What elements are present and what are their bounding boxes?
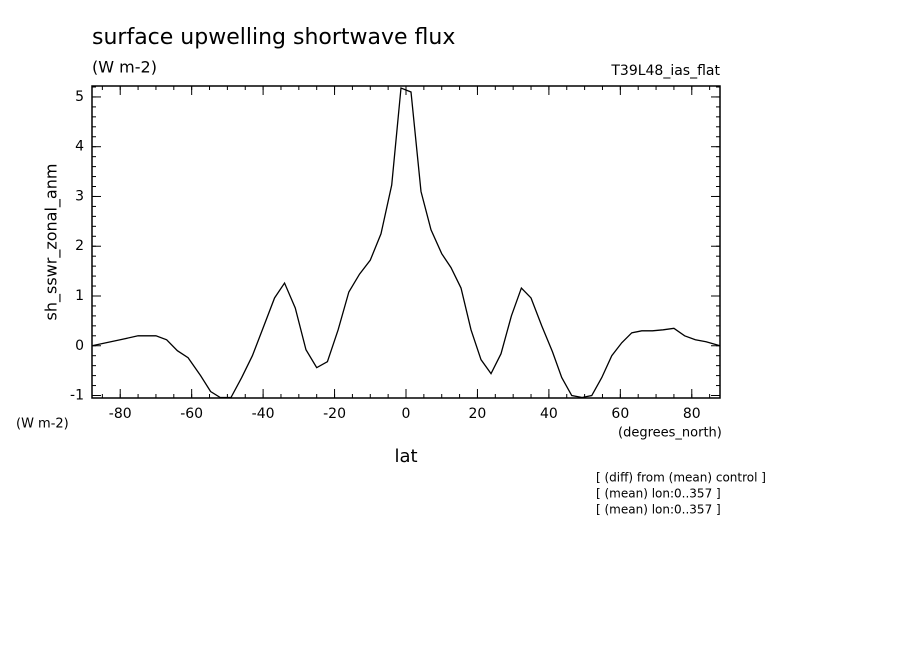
y-tick-label: 0: [75, 338, 84, 354]
y-tick-label: 1: [75, 288, 84, 304]
x-tick-label: 20: [469, 406, 487, 422]
x-tick-label: 80: [683, 406, 701, 422]
x-tick-label: 60: [611, 406, 629, 422]
y-tick-label: 3: [75, 188, 84, 204]
x-tick-label: -20: [323, 406, 346, 422]
y-axis-units: (W m-2): [16, 417, 69, 432]
chart-title: surface upwelling shortwave flux: [92, 25, 455, 50]
x-axis-units: (degrees_north): [618, 426, 722, 441]
x-tick-label: -80: [109, 406, 132, 422]
note: [ (mean) lon:0..357 ]: [596, 487, 721, 501]
y-axis-label: sh_sswr_zonal_anm: [42, 164, 62, 321]
data-line: [91, 87, 721, 399]
y-tick-label: -1: [70, 388, 84, 404]
x-tick-label: -40: [252, 406, 275, 422]
run-label: T39L48_ias_flat: [610, 63, 720, 79]
note: [ (mean) lon:0..357 ]: [596, 503, 721, 517]
x-tick-label: -60: [180, 406, 203, 422]
plot-frame: [91, 85, 721, 399]
x-axis-label: lat: [394, 446, 417, 467]
y-tick-label: 5: [75, 89, 84, 105]
x-tick-label: 0: [402, 406, 411, 422]
y-tick-label: 4: [75, 139, 84, 155]
chart-units: (W m-2): [92, 58, 157, 77]
y-tick-label: 2: [75, 238, 84, 254]
x-tick-label: 40: [540, 406, 558, 422]
note: [ (diff) from (mean) control ]: [596, 471, 766, 485]
